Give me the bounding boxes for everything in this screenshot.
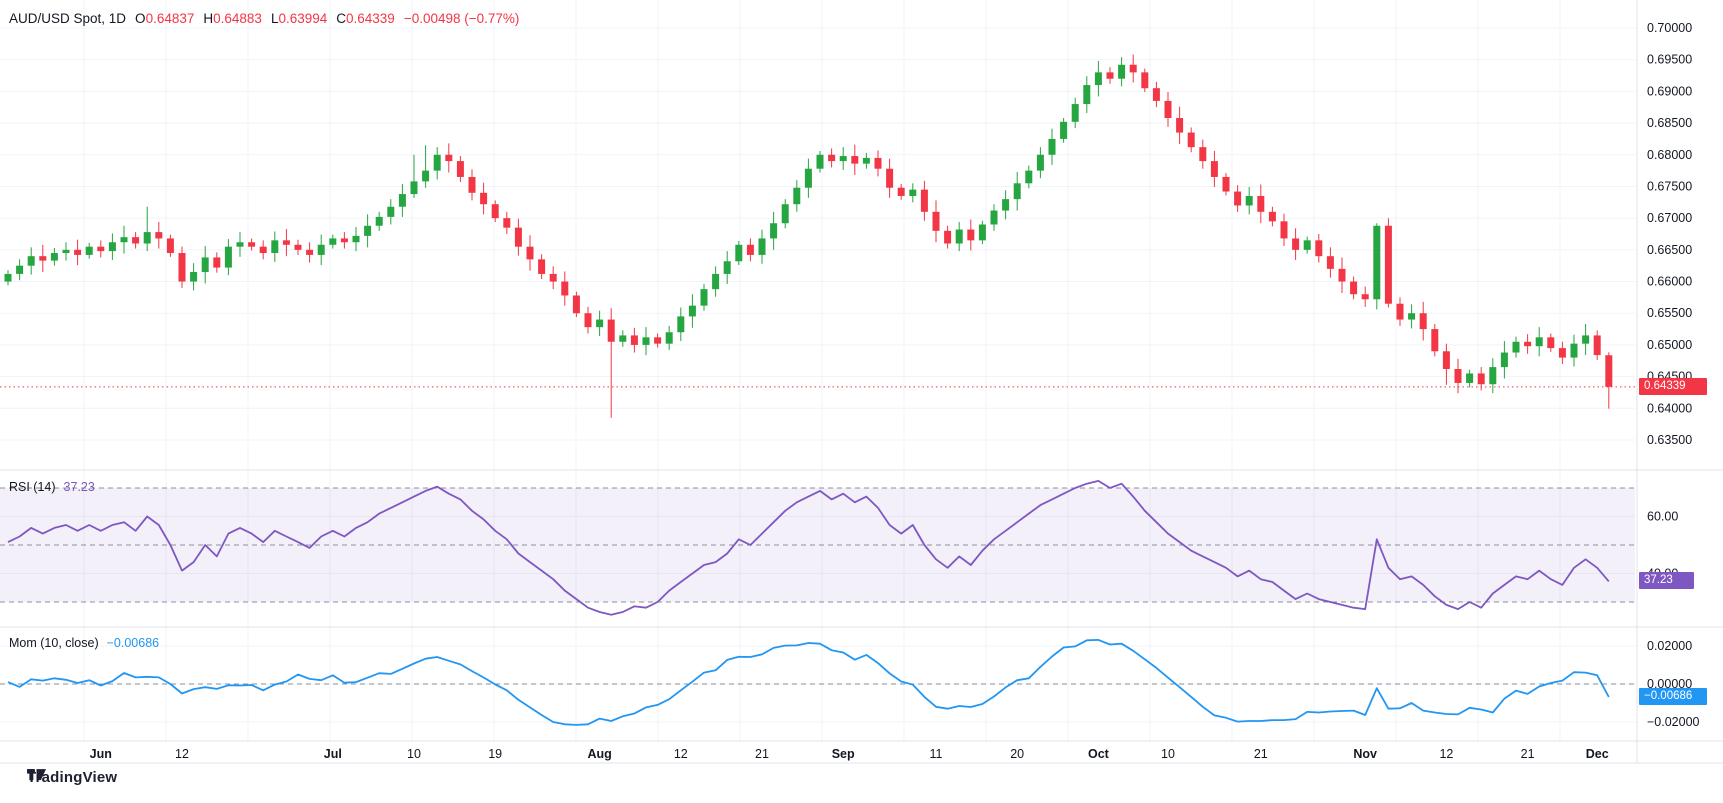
svg-text:Jul: Jul (324, 747, 342, 761)
ohlc-low: L0.63994 (270, 11, 328, 26)
momentum-line-layer (7, 639, 1610, 726)
svg-text:12: 12 (1439, 747, 1453, 761)
tradingview-logo-text: TradingView (27, 769, 118, 786)
svg-text:Aug: Aug (587, 747, 611, 761)
svg-text:0.69000: 0.69000 (1647, 84, 1692, 98)
momentum-name: Mom (10, close) (9, 636, 99, 650)
svg-text:0.00000: 0.00000 (1647, 677, 1692, 691)
svg-text:0.68500: 0.68500 (1647, 116, 1692, 130)
rsi-value-badge: 37.23 (1639, 572, 1694, 589)
svg-text:10: 10 (407, 747, 421, 761)
svg-text:0.68000: 0.68000 (1647, 148, 1692, 162)
change-value: −0.00498 (−0.77%) (403, 11, 520, 26)
svg-text:11: 11 (930, 747, 943, 761)
tradingview-logo-icon (27, 769, 46, 781)
momentum-indicator-label[interactable]: Mom (10, close) −0.00686 (9, 636, 159, 650)
candles-layer (4, 54, 1613, 418)
svg-text:10: 10 (1161, 747, 1175, 761)
svg-text:20: 20 (1010, 747, 1024, 761)
svg-text:21: 21 (1521, 747, 1535, 761)
svg-text:Dec: Dec (1586, 747, 1609, 761)
svg-text:0.63500: 0.63500 (1647, 433, 1692, 447)
svg-text:60.00: 60.00 (1647, 510, 1678, 524)
rsi-indicator-label[interactable]: RSI (14) 37.23 (9, 480, 95, 494)
ohlc-open: O0.64837 (135, 11, 195, 26)
ohlc-high: H0.64883 (203, 11, 262, 26)
svg-text:21: 21 (1254, 747, 1268, 761)
svg-text:Jun: Jun (90, 747, 112, 761)
pane-separators (0, 0, 1723, 764)
svg-text:Oct: Oct (1088, 747, 1110, 761)
svg-text:0.66500: 0.66500 (1647, 243, 1692, 257)
svg-text:19: 19 (488, 747, 502, 761)
svg-text:0.65000: 0.65000 (1647, 338, 1692, 352)
svg-text:12: 12 (674, 747, 688, 761)
momentum-value: −0.00686 (106, 636, 160, 650)
svg-text:21: 21 (755, 747, 769, 761)
svg-text:0.67500: 0.67500 (1647, 179, 1692, 193)
tradingview-watermark[interactable]: TradingView (27, 769, 117, 786)
svg-text:Sep: Sep (832, 747, 855, 761)
rsi-line-layer (7, 479, 1610, 616)
rsi-value: 37.23 (63, 480, 95, 494)
svg-text:0.02000: 0.02000 (1647, 639, 1692, 653)
rsi-band-layer (0, 487, 1635, 685)
symbol-header: AUD/USD Spot, 1D O0.64837 H0.64883 L0.63… (9, 11, 519, 26)
svg-text:0.70000: 0.70000 (1647, 21, 1692, 35)
svg-text:Nov: Nov (1353, 747, 1377, 761)
rsi-name: RSI (14) (9, 480, 56, 494)
svg-text:0.69500: 0.69500 (1647, 53, 1692, 67)
momentum-value-badge: −0.00686 (1639, 688, 1707, 705)
svg-text:0.64000: 0.64000 (1647, 401, 1692, 415)
symbol-title[interactable]: AUD/USD Spot, 1D (9, 11, 127, 26)
svg-text:0.65500: 0.65500 (1647, 306, 1692, 320)
svg-text:0.67000: 0.67000 (1647, 211, 1692, 225)
ohlc-close: C0.64339 (336, 11, 395, 26)
svg-text:−0.02000: −0.02000 (1647, 715, 1700, 729)
gridlines-layer (0, 0, 1635, 741)
svg-text:0.66000: 0.66000 (1647, 275, 1692, 289)
last-price-badge: 0.64339 (1639, 378, 1707, 395)
svg-text:12: 12 (175, 747, 189, 761)
